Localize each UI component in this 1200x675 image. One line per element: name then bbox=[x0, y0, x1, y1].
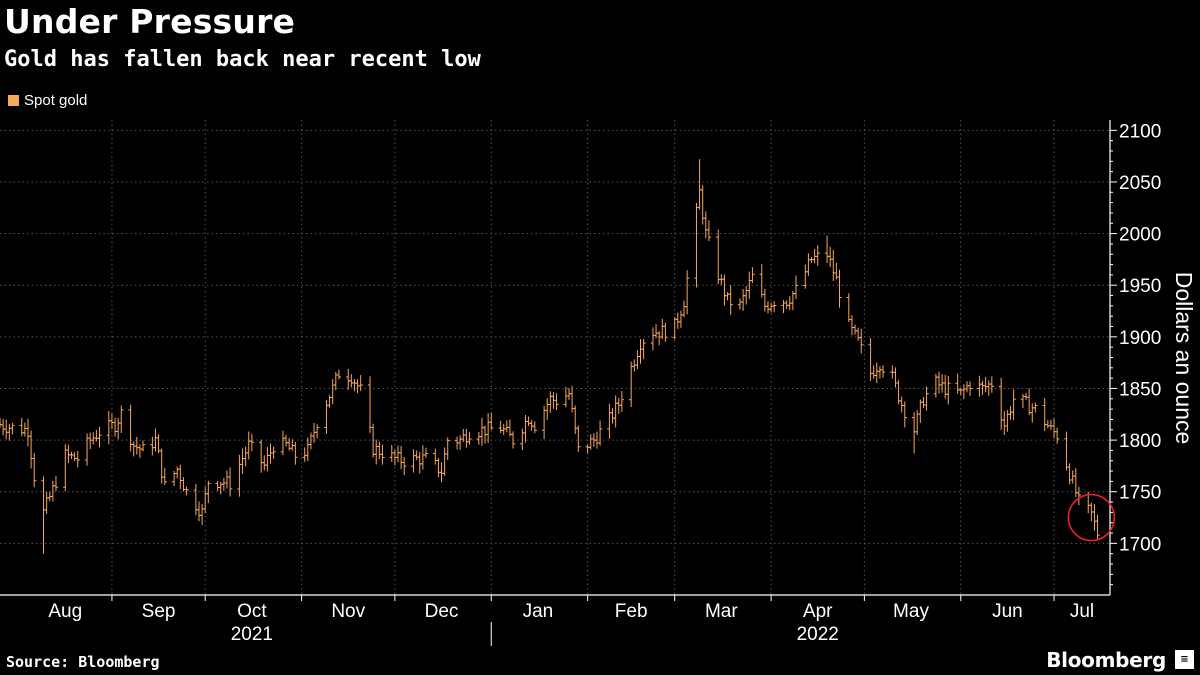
y-tick-label: 2050 bbox=[1119, 173, 1161, 194]
y-tick-label: 1950 bbox=[1119, 276, 1161, 297]
x-tick-label: Mar bbox=[705, 601, 738, 622]
low-annotation-circle bbox=[1067, 493, 1116, 542]
legend: Spot gold bbox=[8, 90, 87, 110]
y-tick-label: 1800 bbox=[1119, 431, 1161, 452]
bloomberg-logo: Bloomberg bbox=[1046, 648, 1166, 672]
chart-subtitle: Gold has fallen back near recent low bbox=[4, 47, 481, 72]
y-tick-label: 1700 bbox=[1119, 534, 1161, 555]
x-tick-label: Jun bbox=[992, 601, 1023, 622]
x-tick-label: Nov bbox=[331, 601, 365, 622]
year-label: 2021 bbox=[231, 624, 273, 645]
y-tick-label: 2100 bbox=[1119, 121, 1161, 142]
x-tick-label: Aug bbox=[48, 601, 82, 622]
legend-label: Spot gold bbox=[24, 91, 88, 109]
chart-title: Under Pressure bbox=[4, 2, 296, 41]
y-tick-label: 1750 bbox=[1119, 483, 1161, 504]
year-label: 2022 bbox=[797, 624, 839, 645]
y-tick-label: 2000 bbox=[1119, 225, 1161, 246]
x-tick-label: Dec bbox=[425, 601, 459, 622]
y-tick-label: 1850 bbox=[1119, 379, 1161, 400]
x-tick-label: Apr bbox=[803, 601, 833, 622]
terminal-icon: ≡ bbox=[1175, 650, 1194, 669]
source-note: Source: Bloomberg bbox=[6, 653, 160, 671]
y-axis-label: Dollars an ounce bbox=[1171, 272, 1197, 445]
legend-swatch bbox=[8, 94, 19, 106]
x-tick-label: Jan bbox=[523, 601, 554, 622]
y-tick-label: 1900 bbox=[1119, 328, 1161, 349]
x-tick-label: Oct bbox=[237, 601, 267, 622]
x-tick-label: May bbox=[893, 601, 929, 622]
x-tick-label: Jul bbox=[1070, 601, 1094, 622]
x-tick-label: Sep bbox=[142, 601, 176, 622]
x-tick-label: Feb bbox=[615, 601, 648, 622]
